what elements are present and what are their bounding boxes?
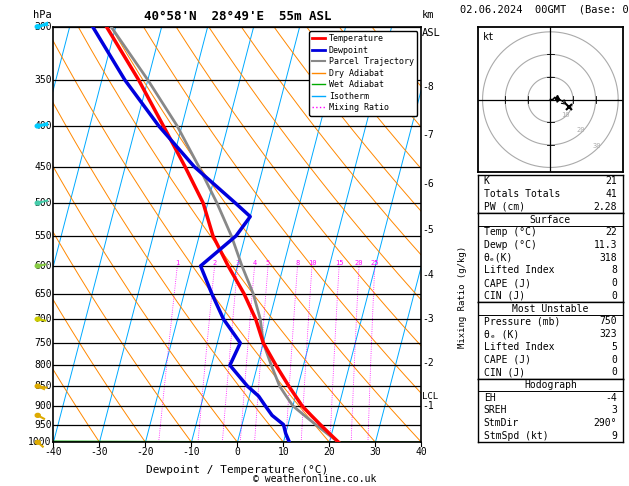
Text: 290°: 290°	[593, 418, 617, 428]
Text: 9: 9	[611, 431, 617, 441]
Text: 750: 750	[34, 338, 52, 348]
Text: 318: 318	[599, 253, 617, 263]
Text: 500: 500	[34, 198, 52, 208]
Text: 600: 600	[34, 261, 52, 271]
Text: 40: 40	[416, 447, 427, 457]
Text: 0: 0	[611, 291, 617, 301]
Text: 1000: 1000	[28, 437, 52, 447]
Text: CAPE (J): CAPE (J)	[484, 278, 531, 288]
Text: 8: 8	[611, 265, 617, 276]
Text: Surface: Surface	[530, 214, 571, 225]
Text: -2: -2	[422, 358, 434, 368]
Text: hPa: hPa	[33, 11, 52, 20]
Text: 800: 800	[34, 360, 52, 370]
Text: Most Unstable: Most Unstable	[512, 304, 589, 313]
Text: kt: kt	[482, 32, 494, 42]
Text: 10: 10	[562, 112, 570, 118]
Text: CAPE (J): CAPE (J)	[484, 354, 531, 364]
Text: -20: -20	[136, 447, 154, 457]
Text: 20: 20	[323, 447, 335, 457]
Text: 15: 15	[335, 260, 343, 266]
Text: 2.28: 2.28	[593, 202, 617, 212]
Text: -4: -4	[422, 270, 434, 280]
Text: ASL: ASL	[422, 28, 441, 37]
Text: Mixing Ratio (g/kg): Mixing Ratio (g/kg)	[458, 246, 467, 348]
Text: -1: -1	[422, 401, 434, 411]
Text: StmSpd (kt): StmSpd (kt)	[484, 431, 548, 441]
Text: Dewpoint / Temperature (°C): Dewpoint / Temperature (°C)	[147, 465, 328, 475]
Text: -40: -40	[45, 447, 62, 457]
Text: 450: 450	[34, 162, 52, 172]
Text: -8: -8	[422, 82, 434, 92]
Text: LCL: LCL	[422, 392, 438, 400]
Text: Totals Totals: Totals Totals	[484, 189, 560, 199]
Text: 02.06.2024  00GMT  (Base: 06): 02.06.2024 00GMT (Base: 06)	[460, 4, 629, 15]
Text: 350: 350	[34, 75, 52, 85]
Text: EH: EH	[484, 393, 496, 403]
Text: 25: 25	[370, 260, 379, 266]
Text: 750: 750	[599, 316, 617, 326]
Text: -7: -7	[422, 130, 434, 140]
Text: 650: 650	[34, 289, 52, 298]
Text: 8: 8	[296, 260, 299, 266]
Text: 0: 0	[235, 447, 240, 457]
Text: Temp (°C): Temp (°C)	[484, 227, 537, 237]
Text: 5: 5	[266, 260, 270, 266]
Text: 700: 700	[34, 314, 52, 324]
Text: 11.3: 11.3	[593, 240, 617, 250]
Text: 300: 300	[34, 22, 52, 32]
Text: 3: 3	[611, 405, 617, 416]
Text: Pressure (mb): Pressure (mb)	[484, 316, 560, 326]
Legend: Temperature, Dewpoint, Parcel Trajectory, Dry Adiabat, Wet Adiabat, Isotherm, Mi: Temperature, Dewpoint, Parcel Trajectory…	[309, 31, 417, 116]
Text: Hodograph: Hodograph	[524, 380, 577, 390]
Text: 30: 30	[370, 447, 381, 457]
Text: 900: 900	[34, 401, 52, 411]
Text: km: km	[422, 11, 435, 20]
Text: 0: 0	[611, 354, 617, 364]
Text: CIN (J): CIN (J)	[484, 291, 525, 301]
Text: θₑ(K): θₑ(K)	[484, 253, 513, 263]
Text: -3: -3	[422, 314, 434, 324]
Text: 10: 10	[308, 260, 316, 266]
Text: 950: 950	[34, 419, 52, 430]
Text: Lifted Index: Lifted Index	[484, 342, 554, 352]
Text: Dewp (°C): Dewp (°C)	[484, 240, 537, 250]
Text: StmDir: StmDir	[484, 418, 519, 428]
Text: 3: 3	[235, 260, 240, 266]
Text: 1: 1	[175, 260, 179, 266]
Text: 2: 2	[213, 260, 217, 266]
Text: -30: -30	[91, 447, 108, 457]
Text: 0: 0	[611, 278, 617, 288]
Text: PW (cm): PW (cm)	[484, 202, 525, 212]
Text: 20: 20	[577, 127, 586, 133]
Text: -6: -6	[422, 179, 434, 189]
Text: K: K	[484, 176, 490, 186]
Text: © weatheronline.co.uk: © weatheronline.co.uk	[253, 473, 376, 484]
Text: 41: 41	[605, 189, 617, 199]
Text: 22: 22	[605, 227, 617, 237]
Text: 323: 323	[599, 329, 617, 339]
Text: 0: 0	[611, 367, 617, 377]
Text: 21: 21	[605, 176, 617, 186]
Title: 40°58'N  28°49'E  55m ASL: 40°58'N 28°49'E 55m ASL	[143, 10, 331, 23]
Text: -5: -5	[422, 225, 434, 235]
Text: 20: 20	[355, 260, 364, 266]
Text: -10: -10	[182, 447, 200, 457]
Text: SREH: SREH	[484, 405, 508, 416]
Text: θₑ (K): θₑ (K)	[484, 329, 519, 339]
Text: 850: 850	[34, 381, 52, 391]
Text: 30: 30	[593, 143, 601, 149]
Text: 5: 5	[611, 342, 617, 352]
Text: -4: -4	[605, 393, 617, 403]
Text: 4: 4	[252, 260, 257, 266]
Text: 10: 10	[277, 447, 289, 457]
Text: 400: 400	[34, 121, 52, 131]
Text: CIN (J): CIN (J)	[484, 367, 525, 377]
Text: Lifted Index: Lifted Index	[484, 265, 554, 276]
Text: 550: 550	[34, 231, 52, 241]
